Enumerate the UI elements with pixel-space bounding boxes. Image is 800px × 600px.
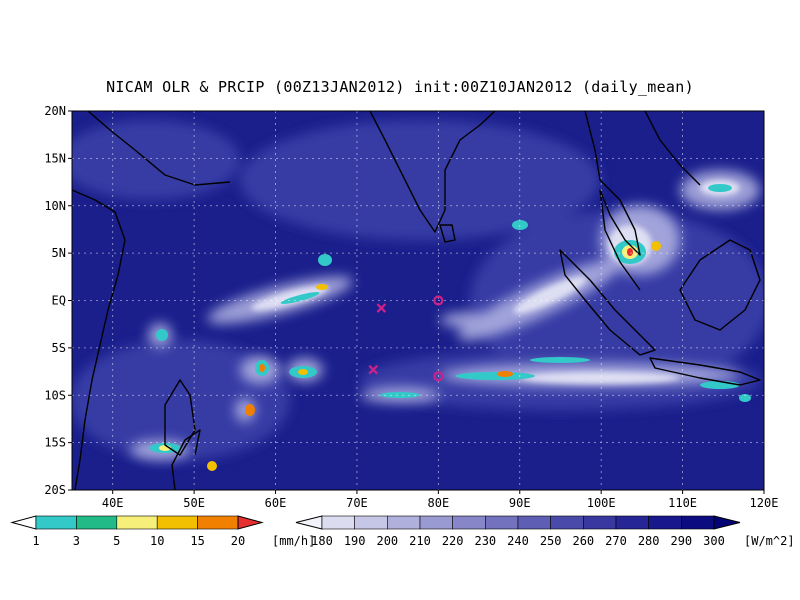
precip-colorbar-label: 5 bbox=[113, 534, 120, 548]
olr-colorbar-label: 220 bbox=[442, 534, 464, 548]
olr-colorbar-swatch bbox=[419, 515, 453, 530]
cross-marker bbox=[376, 303, 387, 313]
precip-colorbar-left-arrow bbox=[10, 515, 37, 530]
olr-colorbar-swatch bbox=[517, 515, 551, 530]
olr-colorbar-swatch bbox=[354, 515, 388, 530]
lon-tick-label: 80E bbox=[428, 496, 450, 510]
olr-colorbar-swatch bbox=[615, 515, 649, 530]
olr-colorbar-swatch bbox=[583, 515, 617, 530]
map-title: NICAM OLR & PRCIP (00Z13JAN2012) init:00… bbox=[106, 78, 694, 96]
olr-colorbar-swatch bbox=[550, 515, 584, 530]
olr-colorbar-label: 270 bbox=[605, 534, 627, 548]
olr-colorbar-label: 260 bbox=[572, 534, 594, 548]
latitude-axis: 20N 15N 10N 5N EQ 5S 10S 15S 20S bbox=[44, 104, 72, 497]
lat-tick-label: 5S bbox=[52, 341, 66, 355]
olr-colorbar-unit: [W/m^2] bbox=[744, 534, 795, 548]
lon-tick-label: 120E bbox=[750, 496, 779, 510]
olr-colorbar-label: 250 bbox=[540, 534, 562, 548]
olr-colorbar-label: 180 bbox=[311, 534, 333, 548]
lat-tick-label: 20N bbox=[44, 104, 66, 118]
olr-colorbar-left-arrow bbox=[295, 515, 323, 530]
precip-colorbar-label: 15 bbox=[190, 534, 204, 548]
lat-tick-label: 15N bbox=[44, 151, 66, 165]
precip-colorbar-swatch bbox=[116, 515, 158, 530]
precip-colorbar-label: 10 bbox=[150, 534, 164, 548]
precip-colorbar-swatch bbox=[76, 515, 118, 530]
circle-marker bbox=[433, 371, 444, 382]
olr-colorbar-swatch bbox=[452, 515, 486, 530]
olr-colorbar-swatch bbox=[485, 515, 519, 530]
lon-tick-label: 60E bbox=[265, 496, 287, 510]
olr-colorbar-label: 280 bbox=[638, 534, 660, 548]
precip-colorbar-label: 3 bbox=[73, 534, 80, 548]
lon-tick-label: 90E bbox=[509, 496, 531, 510]
lat-tick-label: 10N bbox=[44, 199, 66, 213]
olr-colorbar-swatch bbox=[648, 515, 682, 530]
lon-tick-label: 40E bbox=[102, 496, 124, 510]
precip-colorbar-swatch bbox=[197, 515, 239, 530]
olr-colorbar-label: 230 bbox=[474, 534, 496, 548]
precip-colorbar-swatch bbox=[35, 515, 77, 530]
gridlines bbox=[72, 111, 764, 490]
lat-tick-label: 15S bbox=[44, 436, 66, 450]
olr-colorbar-swatch bbox=[387, 515, 421, 530]
olr-colorbar-label: 210 bbox=[409, 534, 431, 548]
lat-tick-label: 20S bbox=[44, 483, 66, 497]
olr-colorbar-label: 200 bbox=[376, 534, 398, 548]
coastlines bbox=[72, 111, 761, 490]
lon-tick-label: 70E bbox=[346, 496, 368, 510]
lat-tick-label: 10S bbox=[44, 388, 66, 402]
cross-marker bbox=[368, 364, 379, 375]
precip-colorbar-label: 1 bbox=[32, 534, 39, 548]
precip-colorbar-unit: [mm/h] bbox=[272, 534, 315, 548]
precipitation-patches bbox=[149, 184, 751, 471]
circle-marker bbox=[433, 295, 444, 306]
olr-colorbar-swatch bbox=[321, 515, 355, 530]
lat-tick-label: 5N bbox=[52, 246, 66, 260]
olr-colorbar-label: 240 bbox=[507, 534, 529, 548]
lon-tick-label: 110E bbox=[668, 496, 697, 510]
olr-colorbar-swatch bbox=[681, 515, 715, 530]
olr-colorbar-label: 300 bbox=[703, 534, 725, 548]
lon-tick-label: 100E bbox=[587, 496, 616, 510]
olr-colorbar-right-arrow bbox=[713, 515, 741, 530]
olr-colorbar-label: 190 bbox=[344, 534, 366, 548]
precip-colorbar-right-arrow bbox=[237, 515, 264, 530]
precip-colorbar: 1 3 5 10 15 20 [mm/h] bbox=[10, 515, 315, 548]
longitude-axis: 40E 50E 60E 70E 80E 90E 100E 110E 120E bbox=[102, 490, 779, 510]
marker-layer bbox=[368, 295, 444, 382]
precip-colorbar-swatch bbox=[156, 515, 198, 530]
olr-colorbar-label: 290 bbox=[670, 534, 692, 548]
precip-colorbar-label: 20 bbox=[231, 534, 245, 548]
lon-tick-label: 50E bbox=[183, 496, 205, 510]
olr-colorbar: 180 190 200 210 220 230 240 250 260 270 280 290 300 [… bbox=[295, 515, 795, 548]
lat-tick-label: EQ bbox=[52, 294, 66, 308]
